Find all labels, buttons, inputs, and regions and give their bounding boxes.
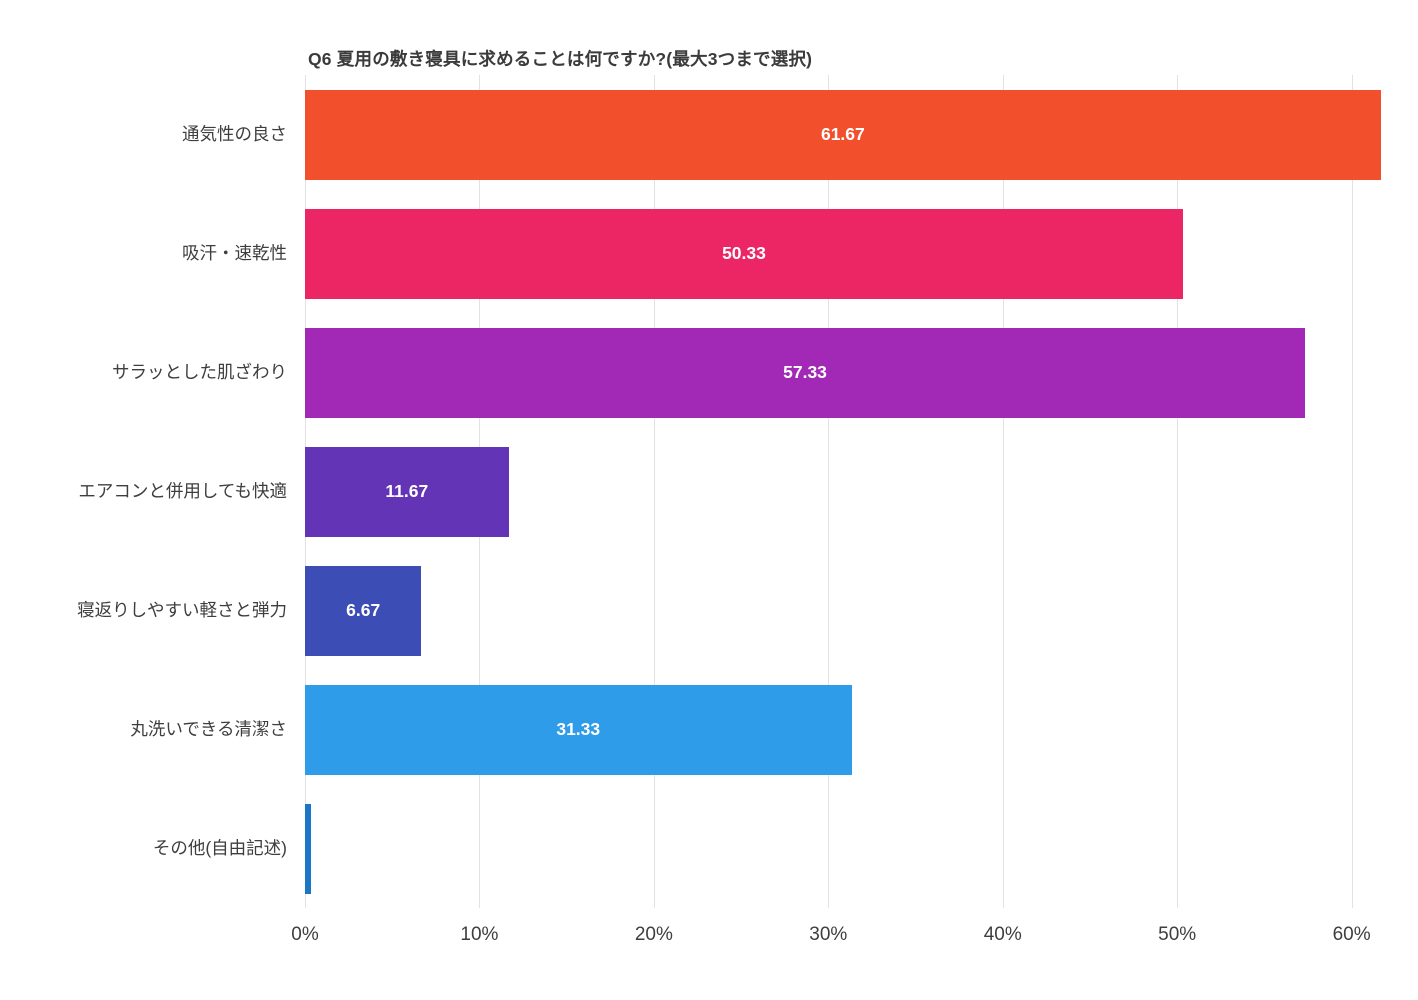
gridline [653, 75, 655, 908]
chart-rows: 通気性の良さ 61.67 吸汗・速乾性 50.33 サラッとした肌ざわり 57.33 エアコ… [0, 75, 1390, 908]
gridline [828, 75, 830, 908]
chart-row: 丸洗いできる清潔さ 31.33 [0, 670, 1390, 789]
bar-value-label: 6.67 [346, 600, 381, 620]
bar: 61.67 [305, 89, 1381, 180]
bar: 57.33 [305, 327, 1306, 418]
chart-row: 通気性の良さ 61.67 [0, 75, 1390, 194]
x-tick-label: 60% [1332, 924, 1371, 945]
bar-area: 31.33 [305, 670, 1390, 789]
bar: 50.33 [305, 208, 1183, 299]
chart-row: エアコンと併用しても快適 11.67 [0, 432, 1390, 551]
x-tick-label: 30% [809, 924, 848, 945]
chart-row: サラッとした肌ざわり 57.33 [0, 313, 1390, 432]
chart-row: 寝返りしやすい軽さと弾力 6.67 [0, 551, 1390, 670]
x-tick-label: 20% [634, 924, 673, 945]
x-tick-label: 10% [460, 924, 499, 945]
bar-area: 6.67 [305, 551, 1390, 670]
gridline [1002, 75, 1004, 908]
gridline [1351, 75, 1353, 908]
x-tick-label: 50% [1158, 924, 1197, 945]
x-axis: 0% 10% 20% 30% 40% 50% 60% [291, 924, 1390, 954]
bar-area: 11.67 [305, 432, 1390, 551]
bar-value-label: 57.33 [783, 362, 827, 382]
bar: 11.67 [305, 446, 509, 537]
bar-area: 57.33 [305, 313, 1390, 432]
bar: 6.67 [305, 565, 422, 656]
gridline [1177, 75, 1179, 908]
bar-area: 50.33 [305, 194, 1390, 313]
bar [305, 803, 311, 894]
category-label: 吸汗・速乾性 [182, 243, 287, 263]
x-tick-label: 40% [983, 924, 1022, 945]
category-label: 丸洗いできる清潔さ [130, 719, 287, 739]
category-label: エアコンと併用しても快適 [78, 481, 287, 501]
category-label: 寝返りしやすい軽さと弾力 [77, 600, 287, 620]
chart-row: その他(自由記述) [0, 789, 1390, 908]
category-label: サラッとした肌ざわり [112, 362, 287, 382]
bar-value-label: 31.33 [556, 719, 601, 739]
category-label: その他(自由記述) [152, 838, 287, 858]
chart-title: Q6 夏用の敷き寝具に求めることは何ですか?(最大3つまで選択) [308, 49, 813, 69]
category-label: 通気性の良さ [182, 124, 287, 144]
chart-row: 吸汗・速乾性 50.33 [0, 194, 1390, 313]
bar-value-label: 11.67 [385, 481, 429, 501]
bar-area: 61.67 [305, 75, 1390, 194]
x-tick-label: 0% [291, 924, 319, 945]
bar-value-label: 50.33 [722, 243, 766, 263]
bar-area [305, 789, 1390, 908]
bar-value-label: 61.67 [820, 124, 865, 144]
bar: 31.33 [305, 684, 852, 775]
